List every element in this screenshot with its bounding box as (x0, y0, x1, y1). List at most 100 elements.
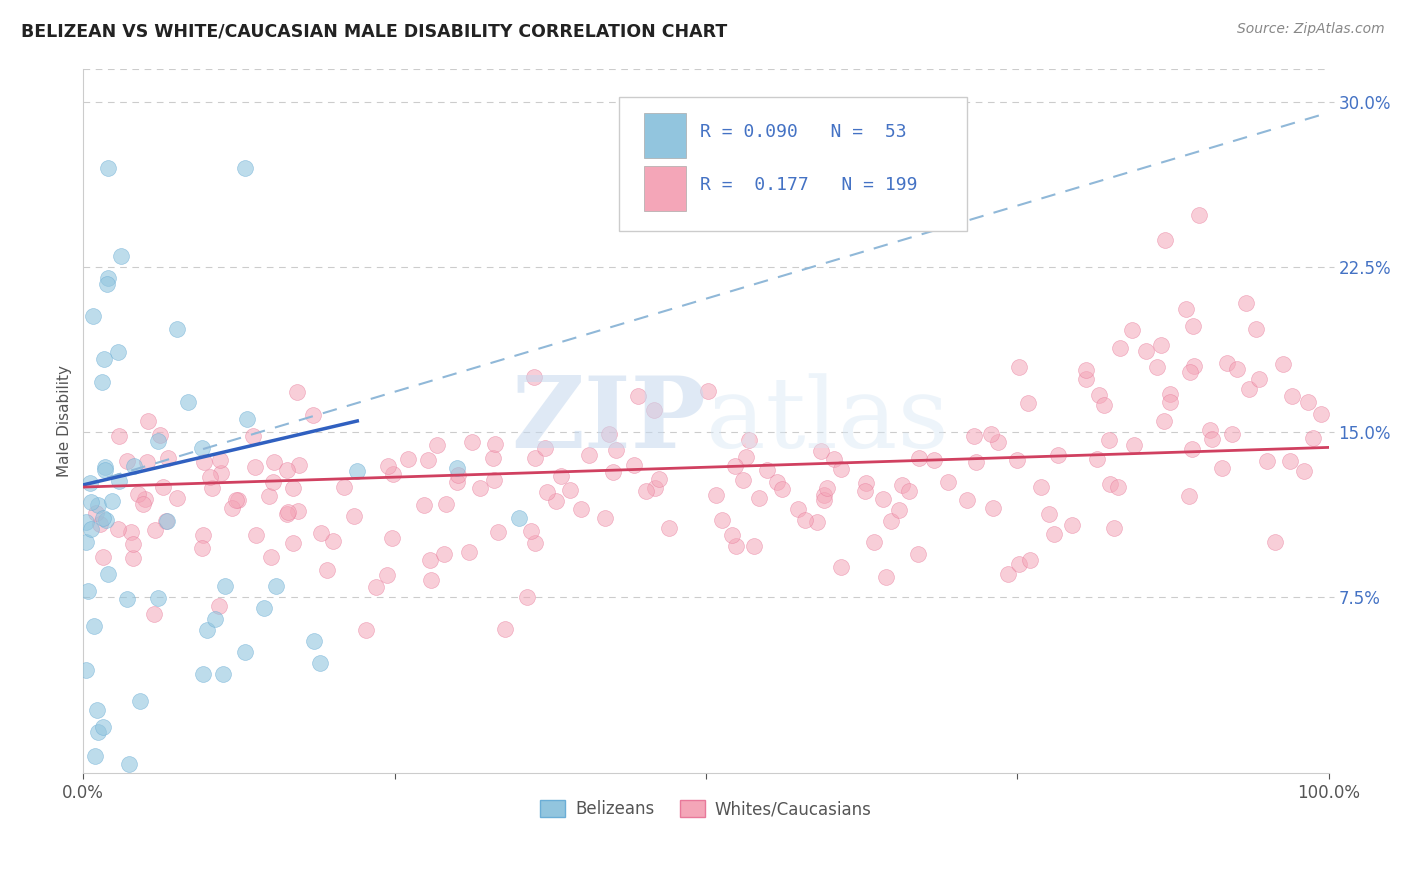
Point (830, 462, 852, 476)
Point (1092, 398, 1115, 412)
Point (146, 591, 169, 605)
Point (76, 583, 98, 598)
Point (97, 270, 120, 285)
FancyBboxPatch shape (644, 113, 686, 158)
Point (136, 455, 159, 469)
Point (191, 441, 214, 455)
Point (987, 435, 1010, 450)
Point (366, 580, 388, 594)
Point (155, 514, 177, 528)
Point (413, 498, 436, 512)
Point (396, 452, 419, 467)
Point (276, 508, 298, 522)
Point (110, 249, 132, 263)
Point (1181, 442, 1204, 457)
Point (1099, 477, 1122, 491)
Point (813, 488, 835, 502)
Point (343, 508, 366, 523)
Text: R =  0.177   N = 199: R = 0.177 N = 199 (700, 176, 917, 194)
Point (75, 535, 97, 549)
Point (1122, 438, 1144, 452)
Point (823, 452, 845, 467)
Point (177, 395, 200, 409)
Point (94, 460, 117, 475)
Point (658, 521, 681, 535)
Point (1085, 451, 1108, 466)
Point (1201, 433, 1223, 447)
Point (1174, 301, 1197, 316)
Point (997, 567, 1019, 582)
Point (257, 489, 280, 503)
Point (1043, 527, 1066, 541)
Point (1046, 448, 1069, 462)
Point (191, 541, 214, 555)
Point (1074, 372, 1097, 386)
Point (96, 513, 118, 527)
Legend: Belizeans, Whites/Caucasians: Belizeans, Whites/Caucasians (534, 794, 879, 825)
Point (446, 475, 468, 489)
Point (97, 567, 120, 582)
Point (97, 161, 120, 175)
Point (212, 667, 235, 681)
Point (266, 579, 288, 593)
Point (87, 724, 110, 739)
Point (263, 455, 285, 469)
Point (484, 437, 506, 451)
Point (880, 514, 903, 528)
Point (287, 504, 309, 518)
Point (724, 458, 747, 473)
Point (146, 434, 169, 448)
Point (1247, 372, 1270, 386)
Point (735, 450, 758, 464)
Point (1256, 454, 1278, 468)
Point (80, 522, 103, 536)
Point (470, 481, 492, 495)
Point (129, 694, 152, 708)
Point (486, 525, 509, 540)
Point (1135, 343, 1157, 358)
Point (1178, 366, 1201, 380)
Point (605, 442, 627, 457)
Point (277, 505, 299, 519)
Point (578, 448, 600, 462)
Point (1234, 295, 1257, 310)
Point (770, 482, 793, 496)
FancyBboxPatch shape (644, 166, 686, 211)
Point (446, 468, 468, 483)
Point (91, 375, 114, 389)
Point (122, 459, 145, 474)
Point (91, 511, 114, 525)
Point (1199, 424, 1222, 438)
Point (963, 429, 986, 443)
Point (830, 560, 852, 574)
Point (494, 622, 516, 636)
Point (1098, 433, 1121, 447)
Point (855, 476, 877, 491)
Point (260, 550, 283, 565)
Point (204, 612, 226, 626)
Point (209, 466, 232, 480)
Point (1102, 520, 1125, 534)
Point (742, 539, 765, 553)
Point (152, 479, 174, 493)
Point (382, 467, 405, 482)
Point (627, 389, 650, 403)
Point (80, 495, 103, 509)
Point (221, 501, 243, 516)
Point (1146, 359, 1168, 374)
Point (1150, 337, 1173, 351)
Text: ZIP: ZIP (512, 373, 706, 469)
Text: atlas: atlas (706, 373, 949, 469)
Point (226, 493, 249, 508)
Point (813, 492, 835, 507)
Point (122, 550, 145, 565)
Point (1182, 319, 1205, 334)
Point (569, 502, 592, 516)
Point (1272, 357, 1295, 371)
Point (1264, 534, 1286, 549)
Point (872, 491, 894, 506)
Point (377, 459, 399, 474)
Point (166, 491, 188, 505)
Point (149, 427, 172, 442)
Point (245, 460, 267, 475)
